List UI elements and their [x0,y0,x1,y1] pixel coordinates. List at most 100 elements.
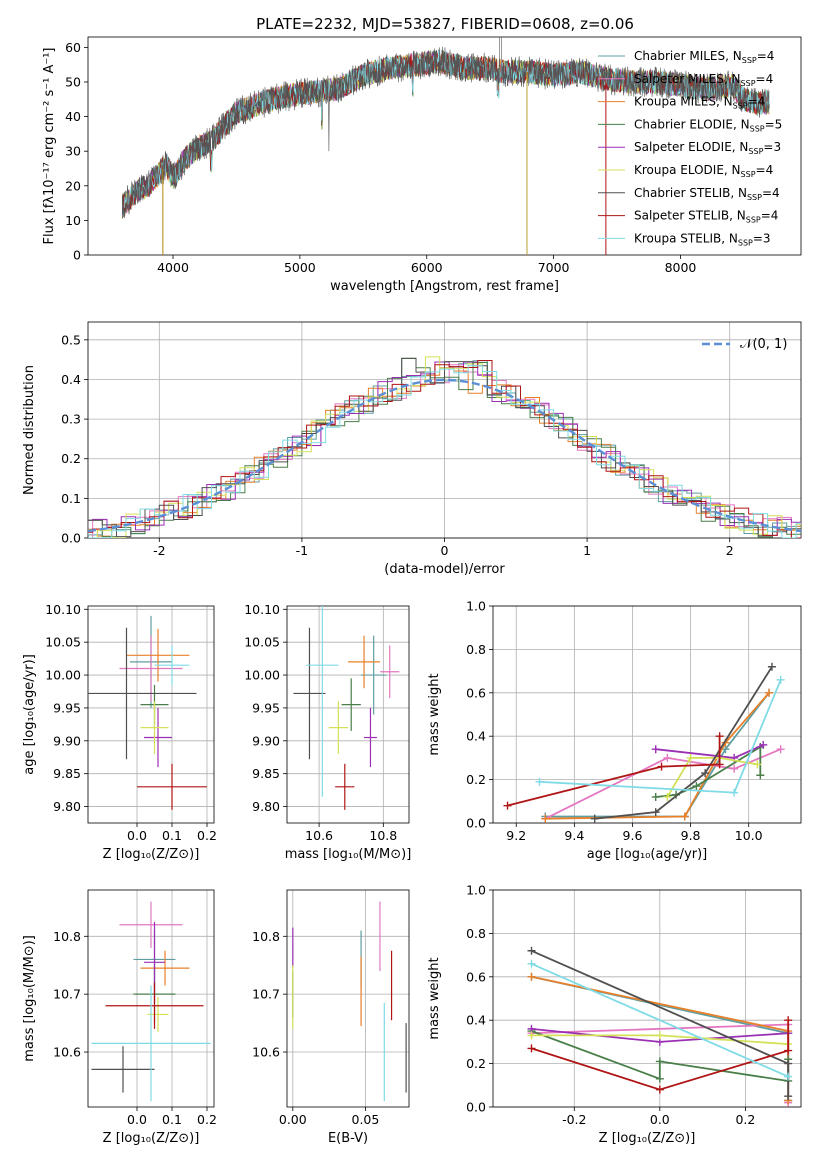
weight_vs_age-marker [535,777,544,786]
weight_vs_age-xtick-label: 9.8 [681,828,701,843]
mass_vs_EBV-frame [286,889,410,1108]
spectrum-xtick-label: 6000 [411,260,443,275]
age_vs_Z-ytick-label: 9.85 [53,766,81,781]
weight_vs_age-frame [492,605,802,824]
legend-label: Chabrier ELODIE, NSSP=5 [634,117,782,133]
residuals-ytick-label: 0.4 [61,372,81,387]
weight_vs_age-marker [663,792,672,801]
age_vs_Z-ytick-label: 10.05 [45,635,81,650]
histogram-kroupa-stelib [88,365,801,538]
weight_vs_age-marker [686,753,695,762]
age_vs_Z-ytick-label: 10.00 [45,668,81,683]
age_vs_mass-ytick-label: 9.95 [252,700,280,715]
weight_vs_Z-xlabel: Z [log₁₀(Z/Z⊙)] [599,1131,696,1146]
weight_vs_age-xtick-label: 9.2 [506,828,526,843]
weight_vs_age-marker [776,745,785,754]
age_vs_mass-frame [286,605,410,824]
weight_vs_age-xtick-label: 10.0 [735,828,763,843]
weight_vs_Z-marker [527,946,536,955]
spectrum-xlabel: wavelength [Angstrom, rest frame] [330,279,559,294]
weight_vs_age-marker [776,675,785,684]
weight_vs_age-marker [730,764,739,773]
age_vs_Z-ytick-label: 9.80 [53,799,81,814]
weight_vs_age-marker [756,771,765,780]
residuals-xtick-label: -1 [296,543,308,558]
weight_vs_age-marker [767,662,776,671]
mass_vs_Z-xtick-label: 0.2 [197,1112,217,1127]
residuals-ytick-label: 0.1 [61,491,81,506]
mass_vs_EBV-ytick-label: 10.6 [252,1045,280,1060]
mass_vs_Z-frame [87,889,215,1108]
histogram-kroupa-miles [88,367,801,537]
weight_vs_age-marker [759,740,768,749]
legend-label: Kroupa ELODIE, NSSP=4 [634,163,773,179]
age_vs_mass-xtick-label: 10.6 [305,828,333,843]
weight_vs_age-marker [663,753,672,762]
residuals-ytick-label: 0.2 [61,451,81,466]
weight_vs_age-marker [730,788,739,797]
legend-label: Salpeter MILES, NSSP=4 [634,72,773,88]
weight_vs_Z-xtick-label: 0.2 [735,1112,755,1127]
age_vs_Z-xtick-label: 0.2 [197,828,217,843]
weight_vs_Z-ytick-label: 0.2 [466,1056,486,1071]
mass_vs_EBV-xlabel: E(B-V) [328,1131,368,1146]
weight_vs_Z-marker [655,1085,664,1094]
mass_vs_Z-ylabel: mass [log₁₀(M/M⊙)] [22,935,37,1062]
age_vs_Z-xtick-label: 0.1 [162,828,182,843]
weight_vs_Z-marker [527,959,536,968]
age_vs_mass-ytick-label: 10.05 [244,635,280,650]
residuals-ylabel: Normed distribution [22,365,37,495]
residuals-ytick-label: 0.3 [61,412,81,427]
weight_vs_age-marker [590,814,599,823]
residuals-xtick-label: -2 [153,543,165,558]
weight_vs_age-marker [541,814,550,823]
weight_vs_age-ylabel: mass weight [427,673,442,755]
age_vs_Z-xtick-label: 0.0 [127,828,147,843]
weight_vs_Z-ytick-label: 1.0 [466,883,486,898]
spectrum-ytick-label: 0 [73,248,81,263]
weight_vs_age-ytick-label: 0.0 [466,816,486,831]
mass_vs_EBV-ytick-label: 10.7 [252,987,280,1002]
spectrum-ylabel: Flux [fλ10⁻¹⁷ erg cm⁻² s⁻¹ A⁻¹] [42,48,57,245]
weight_vs_age-marker [503,801,512,810]
age_vs_Z-xlabel: Z [log₁₀(Z/Z⊙)] [103,847,200,862]
weight_vs_Z-marker [784,1072,793,1081]
weight_vs_age-marker [651,745,660,754]
weight_vs_age-ytick-label: 0.2 [466,772,486,787]
weight_vs_age-line-chabrier-miles [545,692,770,818]
weight_vs_age-line-salpeter-miles [544,748,782,820]
age_vs_Z-ytick-label: 9.95 [53,700,81,715]
spectrum-xtick-label: 8000 [665,260,697,275]
weight_vs_Z-marker [527,972,536,981]
mass_vs_Z-ytick-label: 10.8 [53,929,81,944]
residuals-xtick-label: 2 [726,543,734,558]
histogram-kroupa-elodie [88,356,801,538]
age_vs_mass-ytick-label: 9.90 [252,733,280,748]
weight_vs_age-ytick-label: 0.4 [466,729,486,744]
spectrum-ytick-label: 50 [65,74,81,89]
weight_vs_Z-marker [784,1016,793,1025]
weight_vs_Z-ytick-label: 0.8 [466,926,486,941]
weight_vs_Z-ytick-label: 0.0 [466,1100,486,1115]
weight_vs_age-marker [765,688,774,697]
normal-curve [87,378,802,533]
weight_vs_Z-line-kroupa-stelib [531,962,789,1078]
legend-label: Chabrier MILES, NSSP=4 [634,49,774,65]
weight_vs_Z-marker [784,1046,793,1055]
weight_vs_Z-line-salpeter-stelib [531,1020,790,1091]
weight_vs_age-line-salpeter-stelib [507,736,721,807]
weight_vs_age-line-chabrier-stelib [594,666,773,820]
mass_vs_EBV-xtick-label: 0.05 [352,1112,380,1127]
weight_vs_Z-xtick-label: 0.0 [650,1112,670,1127]
spectrum-ytick-label: 40 [65,109,81,124]
mass_vs_Z-xtick-label: 0.1 [162,1112,182,1127]
age_vs_Z-ytick-label: 10.10 [45,602,81,617]
weight_vs_Z-ytick-label: 0.4 [466,1013,486,1028]
legend-label: 𝒩(0, 1) [740,337,787,352]
legend-label: Salpeter STELIB, NSSP=4 [634,209,778,225]
weight_vs_age-xlabel: age [log₁₀(age/yr)] [587,847,708,862]
mass_vs_EBV-xtick-label: 0.00 [279,1112,307,1127]
weight_vs_age-ytick-label: 0.6 [466,685,486,700]
age_vs_mass-ytick-label: 10.00 [244,668,280,683]
weight_vs_age-marker [692,782,701,791]
